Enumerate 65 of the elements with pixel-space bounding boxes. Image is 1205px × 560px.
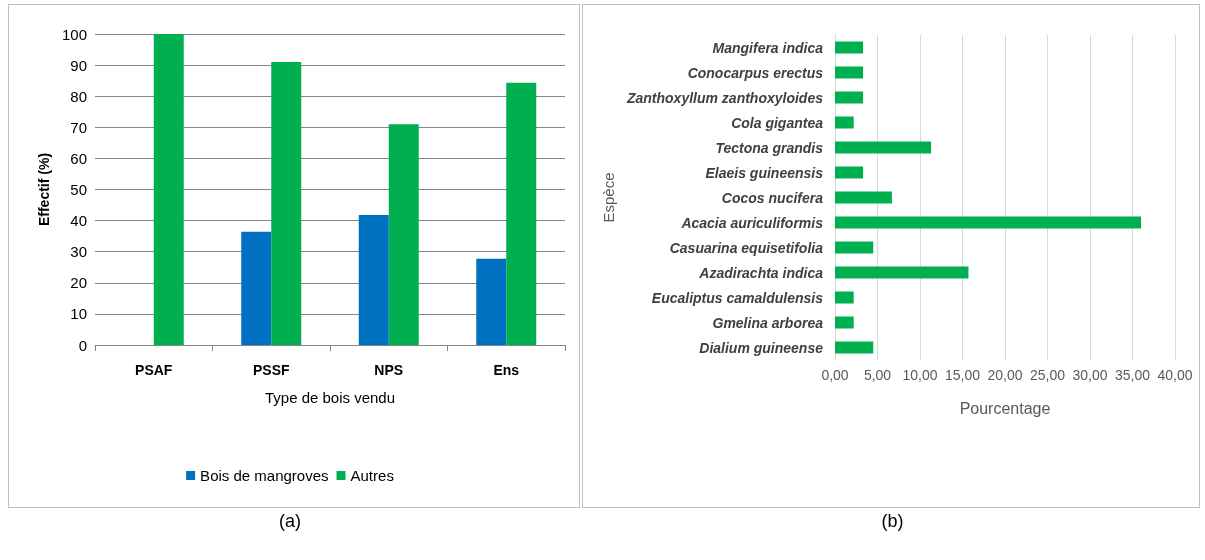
y-tick-label: Eucaliptus camaldulensis: [651, 289, 824, 306]
y-tick-label: Cocos nucifera: [721, 189, 824, 206]
x-tick-label: 30,00: [1072, 367, 1108, 383]
y-tick-label: 10: [70, 305, 87, 323]
x-tick-label: PSSF: [252, 362, 290, 378]
bar: [835, 41, 864, 54]
bar: [388, 124, 419, 345]
x-tick-label: PSAF: [135, 362, 173, 378]
y-axis-title: Espèce: [600, 172, 618, 223]
x-tick-label: 0,00: [821, 367, 849, 383]
y-tick-label: 40: [70, 212, 87, 230]
y-axis-title: Effectif (%): [36, 152, 53, 227]
y-tick-label: 50: [70, 181, 87, 198]
y-tick-label: Cola gigantea: [731, 114, 824, 131]
bar: [835, 241, 874, 254]
x-tick-label: 10,00: [902, 367, 938, 383]
bar: [506, 82, 537, 345]
y-tick-label: Elaeis guineensis: [705, 164, 824, 181]
bar: [476, 258, 507, 345]
legend-label: Bois de mangroves: [200, 467, 329, 484]
y-tick-label: Conocarpus erectus: [687, 64, 824, 81]
x-tick-label: 15,00: [944, 367, 981, 383]
bar: [271, 61, 302, 345]
bar: [835, 66, 864, 79]
y-tick-label: Casuarina equisetifolia: [669, 239, 824, 256]
x-axis-title: Pourcentage: [959, 399, 1051, 417]
x-tick-label: NPS: [374, 362, 404, 378]
y-tick-label: 70: [70, 118, 87, 136]
legend-label: Autres: [350, 467, 394, 484]
bar: [835, 191, 892, 204]
y-tick-label: 80: [70, 87, 87, 105]
x-tick-label: 40,00: [1157, 367, 1193, 383]
bar: [835, 216, 1141, 229]
y-tick-label: 20: [70, 274, 87, 292]
bar: [835, 166, 864, 179]
y-tick-label: 100: [61, 25, 87, 43]
bar: [835, 116, 854, 129]
x-tick-label: 25,00: [1029, 367, 1066, 383]
text: (b): [881, 511, 904, 531]
bar: [835, 341, 874, 354]
bar: [835, 291, 854, 304]
x-tick-label: 35,00: [1114, 367, 1151, 383]
bar: [358, 215, 389, 345]
x-axis-title: Type de bois vendu: [264, 389, 396, 406]
y-tick-label: Gmelina arborea: [712, 314, 824, 331]
bar: [835, 91, 864, 104]
y-tick-label: Mangifera indica: [712, 39, 824, 56]
y-tick-label: Dialium guineense: [699, 339, 824, 356]
text: (a): [279, 511, 301, 531]
y-tick-label: Tectona grandis: [715, 139, 824, 156]
y-tick-label: 60: [70, 149, 87, 167]
y-tick-label: 90: [70, 56, 87, 74]
y-tick-label: Azadirachta indica: [698, 264, 824, 281]
bar: [835, 266, 969, 279]
y-tick-label: 30: [70, 243, 87, 261]
x-tick-label: 5,00: [863, 367, 892, 383]
bar: [835, 316, 854, 329]
y-tick-label: 0: [78, 336, 87, 354]
x-tick-label: Ens: [493, 362, 520, 378]
bar: [241, 231, 272, 345]
y-tick-label: Zanthoxyllum zanthoxyloides: [625, 89, 824, 106]
y-tick-label: Acacia auriculiformis: [680, 214, 824, 231]
bar: [835, 141, 932, 154]
x-tick-label: 20,00: [987, 367, 1023, 383]
bar: [153, 34, 184, 345]
